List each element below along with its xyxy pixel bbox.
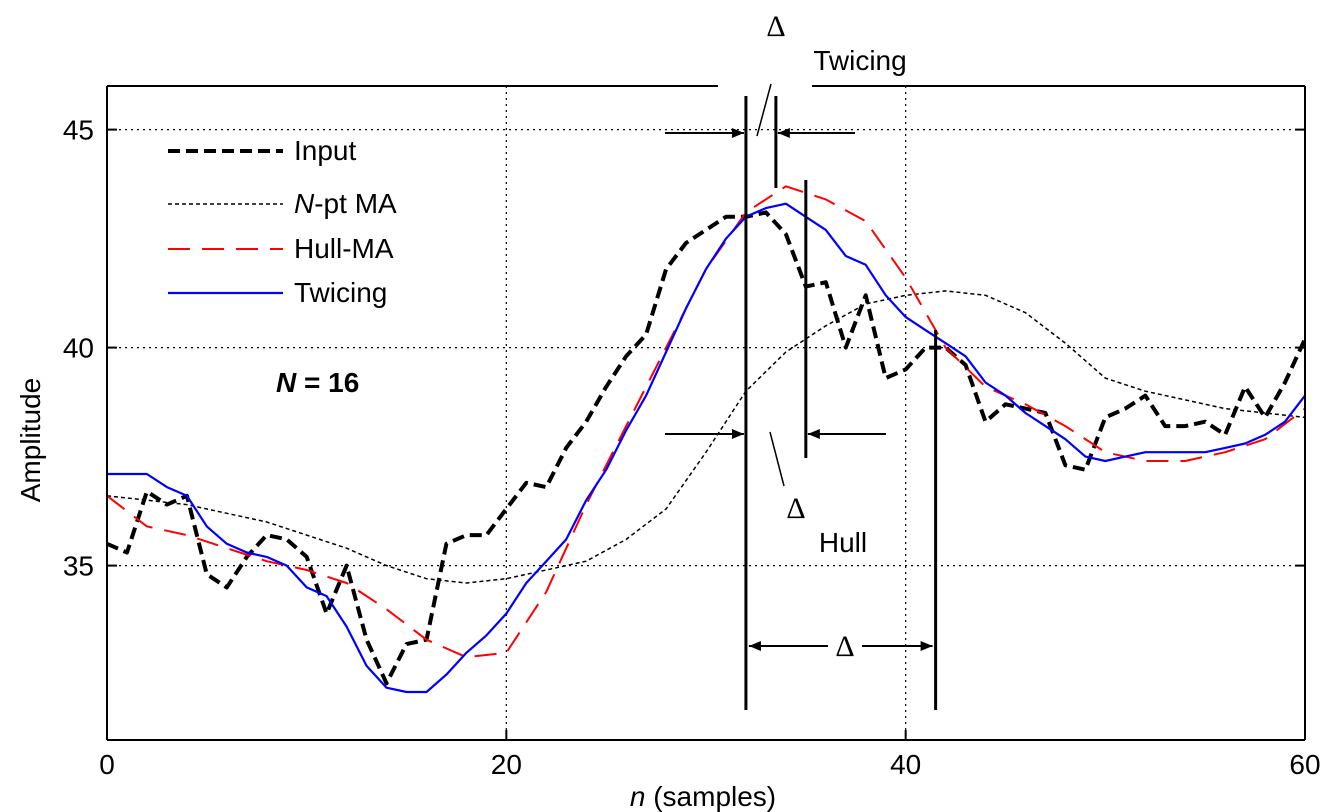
- legend-label-rest: -pt MA: [314, 188, 397, 219]
- leader-line-twicing: [756, 83, 772, 137]
- delay-annotations: Δ Twicing Δ Hull Δ: [665, 10, 938, 710]
- y-tick-label: 35: [63, 551, 94, 582]
- window-size-label: N = 16: [276, 367, 359, 398]
- delta-symbol-hull: Δ: [786, 492, 805, 525]
- twicing-arrow-right-head: [731, 128, 744, 138]
- y-tick-label: 45: [63, 115, 94, 146]
- legend-label-2: Hull-MA: [294, 233, 394, 264]
- legend-label-1: N-pt MA: [294, 188, 397, 219]
- delta-label-hull: Hull: [819, 527, 867, 558]
- series-line-2: [106, 185, 1306, 659]
- legend-label-0: Input: [294, 135, 356, 166]
- x-tick-label: 0: [99, 749, 115, 780]
- delta-label-twicing: Twicing: [813, 45, 906, 76]
- y-tick-label: 40: [63, 333, 94, 364]
- x-tick-label: 40: [890, 749, 921, 780]
- legend-label-3: Twicing: [294, 277, 387, 308]
- leader-line-hull: [769, 431, 785, 487]
- window-size-symbol: N: [276, 367, 297, 398]
- window-size-value: = 16: [296, 367, 359, 398]
- series-line-1: [106, 290, 1306, 584]
- x-axis-label-unit: (samples): [645, 781, 776, 812]
- delta-symbol-twicing: Δ: [766, 10, 785, 43]
- delta-arrow-left-head: [748, 641, 761, 651]
- plot-frame: [106, 85, 1306, 741]
- series-line-0: [106, 210, 1307, 686]
- legend-label-symbol: N: [294, 188, 315, 219]
- series-line-3: [107, 202, 1306, 694]
- axis-ticks: 0 20 40 60 35 40 45: [63, 115, 1321, 780]
- delta-symbol-ma: Δ: [835, 630, 854, 663]
- y-axis-label: Amplitude: [15, 378, 46, 503]
- x-axis-label-symbol: n: [630, 781, 646, 812]
- x-axis-label: n (samples): [630, 781, 776, 812]
- twicing-arrow-left-head: [777, 128, 790, 138]
- x-tick-label: 60: [1289, 749, 1320, 780]
- hull-arrow-right-head: [731, 429, 744, 439]
- grid-lines: [107, 86, 1305, 740]
- x-tick-label: 20: [491, 749, 522, 780]
- hull-arrow-left-head: [807, 429, 820, 439]
- series-layer: [106, 185, 1307, 694]
- delta-arrow-right-head: [920, 641, 933, 651]
